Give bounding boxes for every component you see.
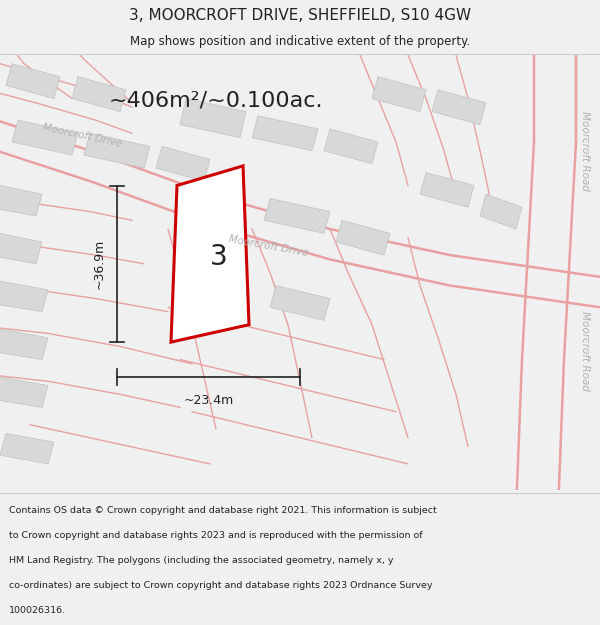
Polygon shape	[264, 199, 330, 233]
Text: 100026316.: 100026316.	[9, 606, 66, 615]
Polygon shape	[0, 329, 48, 359]
Text: to Crown copyright and database rights 2023 and is reproduced with the permissio: to Crown copyright and database rights 2…	[9, 531, 422, 540]
Text: Map shows position and indicative extent of the property.: Map shows position and indicative extent…	[130, 35, 470, 48]
Polygon shape	[324, 129, 378, 164]
Polygon shape	[6, 64, 60, 99]
Polygon shape	[480, 194, 522, 229]
Text: 3: 3	[210, 243, 228, 271]
Polygon shape	[420, 173, 474, 208]
Polygon shape	[270, 286, 330, 321]
Text: ~23.4m: ~23.4m	[184, 394, 233, 408]
Polygon shape	[0, 186, 42, 216]
Text: HM Land Registry. The polygons (including the associated geometry, namely x, y: HM Land Registry. The polygons (includin…	[9, 556, 394, 565]
Text: ~36.9m: ~36.9m	[92, 239, 106, 289]
Polygon shape	[0, 377, 48, 408]
Polygon shape	[180, 99, 246, 138]
Text: co-ordinates) are subject to Crown copyright and database rights 2023 Ordnance S: co-ordinates) are subject to Crown copyr…	[9, 581, 433, 590]
Polygon shape	[0, 281, 48, 312]
Polygon shape	[432, 90, 486, 124]
Polygon shape	[72, 77, 126, 111]
Text: Moorcroft Drive: Moorcroft Drive	[42, 122, 124, 149]
Text: Moorcroft Road: Moorcroft Road	[580, 311, 590, 391]
Polygon shape	[336, 220, 390, 255]
Polygon shape	[171, 166, 249, 342]
Polygon shape	[0, 434, 54, 464]
Polygon shape	[156, 146, 210, 181]
Text: Moorcroft Road: Moorcroft Road	[580, 111, 590, 191]
Text: ~406m²/~0.100ac.: ~406m²/~0.100ac.	[109, 91, 323, 111]
Polygon shape	[252, 116, 318, 151]
Polygon shape	[84, 133, 150, 168]
Polygon shape	[12, 120, 78, 155]
Text: Moorcroft Drive: Moorcroft Drive	[228, 234, 310, 258]
Text: 3, MOORCROFT DRIVE, SHEFFIELD, S10 4GW: 3, MOORCROFT DRIVE, SHEFFIELD, S10 4GW	[129, 8, 471, 23]
Polygon shape	[0, 233, 42, 264]
Text: Contains OS data © Crown copyright and database right 2021. This information is : Contains OS data © Crown copyright and d…	[9, 506, 437, 515]
Polygon shape	[372, 77, 426, 111]
